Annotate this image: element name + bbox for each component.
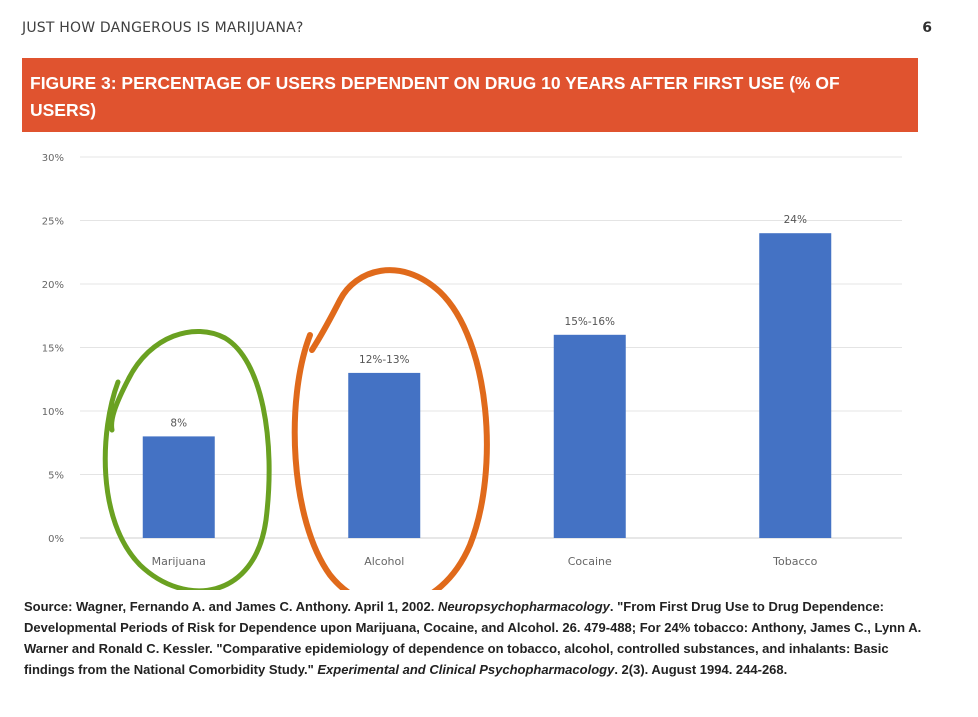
x-tick-label: Marijuana [152,555,206,568]
data-labels: 8% 12%-13% 15%-16% 24% [170,214,807,429]
gridlines [80,156,902,539]
source-text-1: Source: Wagner, Fernando A. and James C.… [24,599,438,614]
data-label: 15%-16% [565,316,615,328]
page-header: JUST HOW DANGEROUS IS MARIJUANA? 6 [22,20,932,40]
source-journal-1: Neuropsychopharmacology [437,599,610,614]
green-circle-annotation [102,328,272,590]
bar-cocaine [553,334,626,538]
orange-circle-annotation [291,267,490,590]
bar-alcohol [348,372,421,538]
source-text-2: . "From First Drug Use to Drug Dependenc… [24,599,922,677]
figure-caption: FIGURE 3: PERCENTAGE OF USERS DEPENDENT … [30,73,840,120]
y-tick-label: 0% [48,534,64,545]
data-label: 12%-13% [359,354,409,366]
x-tick-label: Alcohol [364,555,404,568]
document-title: JUST HOW DANGEROUS IS MARIJUANA? [22,20,304,36]
y-tick-label: 30% [42,153,64,164]
bar-tobacco [759,233,832,538]
y-tick-label: 15% [42,344,64,355]
x-tick-label: Tobacco [772,555,817,568]
bar-marijuana [142,436,215,538]
y-tick-label: 5% [48,471,64,482]
bars [142,233,832,538]
source-journal-2: Experimental and Clinical Psychopharmaco… [317,662,615,677]
source-citation: Source: Wagner, Fernando A. and James C.… [24,596,924,680]
y-axis-ticks: 0% 5% 10% 15% 20% 25% 30% [42,153,64,545]
page-number: 6 [922,20,932,36]
y-tick-label: 25% [42,217,64,228]
x-tick-label: Cocaine [568,555,612,568]
data-label: 8% [170,417,187,429]
source-text-3: . 2(3). August 1994. 244-268. [614,662,788,677]
data-label: 24% [784,214,807,226]
bar-chart: 0%5%10%15%20%25%30% 8%12%-13%15%-16%24% … [42,153,902,590]
annotations [102,267,490,590]
y-tick-label: 10% [42,407,64,418]
x-axis-ticks: Marijuana Alcohol Cocaine Tobacco [152,555,818,568]
y-tick-label: 20% [42,280,64,291]
figure-banner: FIGURE 3: PERCENTAGE OF USERS DEPENDENT … [22,58,918,132]
